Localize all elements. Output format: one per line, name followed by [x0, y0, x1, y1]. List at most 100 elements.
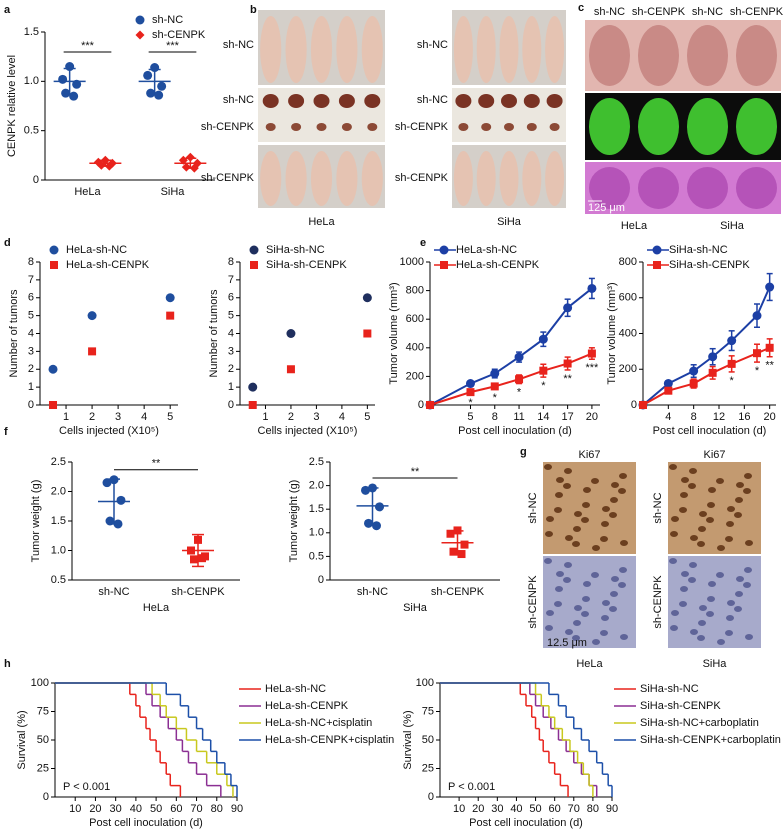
y-axis-label: CENPK relative level — [6, 55, 18, 157]
x-axis-label: SiHa — [403, 602, 428, 614]
nucleus — [716, 478, 724, 484]
data-point — [708, 352, 718, 362]
tumor — [501, 94, 517, 108]
nucleus — [555, 492, 563, 498]
nucleus — [619, 473, 627, 479]
nucleus — [699, 605, 707, 611]
tumor — [526, 123, 537, 131]
annotation: * — [517, 386, 522, 398]
x-tick-label: 3 — [313, 411, 319, 423]
chart: 0 200 400 600 800 1000 5 8 11 14 17 20 Tumor volume … — [388, 244, 600, 437]
mouse — [476, 151, 496, 206]
mouse — [453, 16, 473, 83]
tumor — [478, 94, 495, 108]
y-tick-label: 0.5 — [309, 550, 324, 562]
panel-letter: d — [4, 237, 11, 249]
nucleus — [554, 507, 562, 513]
legend-marker — [250, 261, 258, 269]
tumor — [262, 94, 279, 108]
nucleus — [689, 468, 697, 474]
x-axis-label: Post cell inoculation (d) — [653, 425, 767, 437]
data-point — [446, 529, 455, 538]
x-axis-label: Post cell inoculation (d) — [89, 817, 203, 829]
data-point — [58, 74, 68, 84]
data-line — [642, 346, 771, 406]
panel-letter: e — [420, 237, 426, 249]
nucleus — [681, 571, 689, 577]
nucleus — [744, 567, 752, 573]
y-tick-label: 1.0 — [51, 544, 66, 556]
data-point — [664, 386, 673, 395]
x-tick-label: 30 — [491, 803, 503, 815]
x-tick-label: 8 — [492, 411, 498, 423]
mouse — [499, 16, 519, 83]
tissue — [589, 167, 630, 209]
row-label: sh-CENPK — [395, 172, 449, 184]
row-label: sh-NC — [417, 39, 448, 51]
y-tick-label: 200 — [406, 370, 424, 382]
nucleus — [619, 567, 627, 573]
panel-letter: h — [4, 658, 11, 670]
x-tick-label: 40 — [510, 803, 522, 815]
chart: 0 25 50 75 100 10 20 30 40 50 60 70 80 90 Survival (%)… — [402, 677, 781, 829]
panel-letter: b — [250, 4, 257, 16]
tissue — [736, 25, 777, 86]
legend-label: sh-NC — [152, 14, 183, 26]
y-axis-label: Tumor volume (mm³) — [606, 282, 618, 384]
row-label: sh-CENPK — [201, 121, 255, 133]
tumor — [523, 94, 540, 108]
nucleus — [745, 540, 753, 546]
y-tick-label: 8 — [28, 256, 34, 268]
nucleus — [583, 581, 591, 587]
nucleus — [582, 596, 590, 602]
nucleus — [601, 521, 609, 527]
nucleus — [618, 582, 626, 588]
nucleus — [734, 606, 742, 612]
annotation: P < 0.001 — [63, 781, 110, 793]
x-tick-label: 50 — [150, 803, 162, 815]
tumor — [455, 94, 472, 108]
x-tick-label: 1 — [262, 411, 268, 423]
y-axis-label: Survival (%) — [16, 710, 28, 769]
nucleus — [620, 540, 628, 546]
stain-label: Ki67 — [703, 449, 725, 461]
mouse — [499, 151, 519, 206]
data-point — [514, 352, 524, 362]
data-point — [449, 547, 458, 556]
chart: 0.5 1.0 1.5 2.0 2.5 Tumor weight (g) HeLa sh-NC… — [30, 456, 240, 614]
legend-label: SiHa-sh-NC+carboplatin — [640, 717, 759, 729]
y-tick-label: 0 — [428, 791, 434, 803]
y-tick-label: 5 — [228, 310, 234, 322]
nucleus — [610, 497, 618, 503]
mouse — [285, 151, 307, 206]
x-tick-label: 5 — [167, 411, 173, 423]
tissue — [687, 25, 728, 86]
nucleus — [545, 531, 553, 537]
legend-label: HeLa-sh-NC+cisplatin — [265, 717, 372, 729]
y-tick-label: 600 — [406, 313, 424, 325]
tissue — [736, 98, 777, 155]
chart: 0 0.5 1.0 1.5 2.0 2.5 Tumor weight (g) SiHa sh-N… — [288, 456, 500, 614]
data-point — [639, 401, 647, 409]
y-tick-label: 4 — [28, 327, 34, 339]
row-label: sh-CENPK — [395, 121, 449, 133]
y-tick-label: 100 — [416, 677, 434, 689]
legend-label: SiHa-sh-CENPK — [640, 700, 721, 712]
data-point — [375, 502, 384, 512]
y-tick-label: 2 — [28, 363, 34, 375]
panel-letter: a — [4, 4, 11, 16]
data-point — [460, 540, 469, 549]
data-point — [88, 347, 97, 356]
y-tick-label: 1 — [28, 381, 34, 393]
y-tick-label: 1.5 — [309, 503, 324, 515]
y-tick-label: 1.0 — [309, 527, 324, 539]
y-tick-label: 2.5 — [309, 456, 324, 468]
mouse — [310, 151, 333, 206]
y-tick-label: 3 — [228, 345, 234, 357]
y-tick-label: 1.5 — [51, 515, 66, 527]
x-tick-label: 4 — [339, 411, 345, 423]
data-point — [49, 401, 58, 409]
nucleus — [708, 487, 716, 493]
y-tick-label: 0.5 — [51, 574, 66, 586]
y-axis-label: Number of tumors — [208, 289, 220, 378]
